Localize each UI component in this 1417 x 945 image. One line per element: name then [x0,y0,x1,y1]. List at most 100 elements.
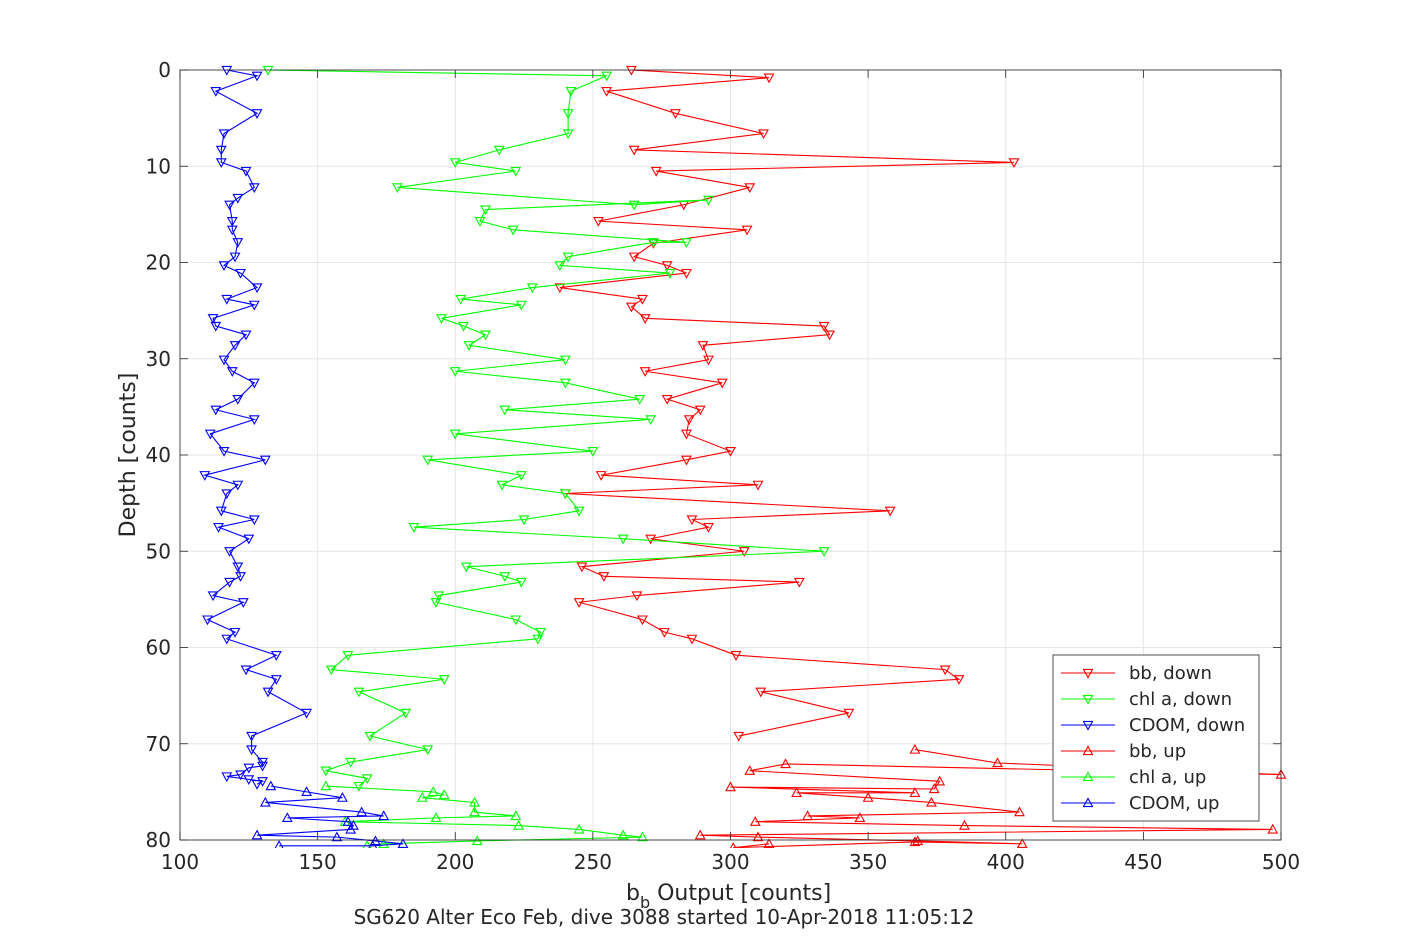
data-point [499,572,511,582]
data-point [628,252,640,263]
legend-box [1052,654,1260,822]
data-point [235,572,246,582]
legend-label: chl a, down [1129,689,1232,710]
data-point [251,829,263,840]
data-point [595,471,607,481]
data-point [703,523,714,533]
data-point [628,145,640,156]
data-point [650,166,662,177]
data-point [430,598,442,608]
series-line [700,748,1282,848]
data-point [625,302,637,313]
data-point [449,158,461,169]
data-point [207,314,219,324]
data-point [436,314,447,324]
data-point [513,819,524,830]
data-point [226,367,238,377]
series-line [325,785,643,847]
data-point [526,283,538,294]
data-point [854,812,866,823]
data-point [659,627,670,638]
data-point [515,577,527,588]
data-point [670,109,681,119]
data-point [210,405,222,416]
data-point [639,314,651,324]
data-point [818,547,830,557]
data-point [559,489,571,500]
data-point [422,745,434,756]
data-point [694,405,706,416]
data-point [554,283,566,294]
data-point [378,838,390,848]
data-point [912,835,924,846]
legend-label: bb, up [1129,741,1186,762]
data-point [681,268,692,279]
data-point [480,330,491,341]
data-point [397,838,409,848]
data-point [738,547,750,557]
data-point [725,781,736,792]
data-point [744,765,756,775]
data-point [336,792,348,802]
data-point [752,480,764,491]
data-point [232,395,244,405]
data-point [259,796,271,807]
caption: SG620 Alter Eco Feb, dive 3088 started 1… [354,905,975,929]
data-point [843,708,855,719]
data-point [559,355,571,366]
x-tick-label: 100 [161,850,199,874]
series-cdom-down [199,65,313,790]
data-point [499,405,511,416]
data-point [345,757,357,768]
data-point [535,627,547,638]
data-point [471,835,483,846]
x-tick-label: 350 [849,850,887,874]
data-point [681,429,692,440]
data-point [408,523,420,533]
data-point [601,87,613,97]
data-point [474,216,486,227]
data-point [532,634,544,645]
data-point [224,577,235,588]
x-tick-label: 250 [574,850,612,874]
data-point [645,534,657,545]
data-point [562,129,574,140]
series-layer [199,65,1287,848]
data-point [515,471,527,481]
data-point [694,829,706,840]
data-point [229,252,241,263]
data-point [554,261,566,272]
data-point [246,731,257,742]
data-point [463,341,475,351]
data-point [430,812,442,823]
data-point [210,321,222,332]
data-point [601,71,613,82]
data-point [210,87,222,97]
data-point [427,786,439,797]
data-point [1008,158,1020,169]
data-point [686,515,698,526]
y-tick-label: 80 [146,828,171,852]
data-point [925,796,937,807]
x-axis-label-rest: Output [counts] [650,881,831,906]
data-point [218,355,230,366]
data-point [243,534,255,545]
x-tick-label: 300 [711,850,749,874]
data-point [909,836,921,847]
data-point [320,766,332,777]
series-line [257,785,404,847]
data-point [378,810,390,821]
data-point [791,787,802,797]
data-point [592,216,604,227]
data-point [763,838,775,848]
data-point [909,743,921,754]
data-point [433,591,445,602]
data-point [664,268,676,279]
data-point [248,415,260,426]
data-point [661,261,673,272]
data-point [438,789,450,799]
data-point [226,216,238,227]
y-tick-label: 60 [146,636,171,660]
data-point [818,321,830,332]
